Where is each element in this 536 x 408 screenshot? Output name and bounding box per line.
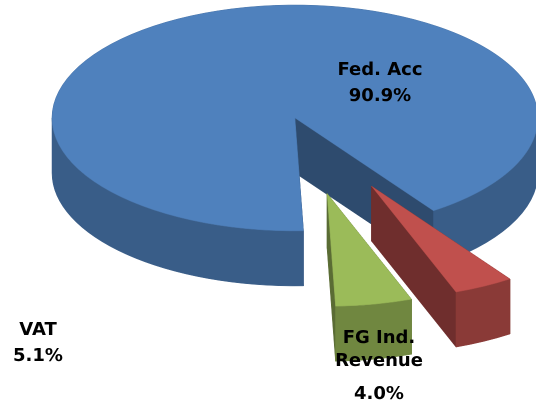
- slice: [326, 192, 413, 307]
- value-label: 4.0%: [354, 383, 404, 404]
- category-label: VAT: [19, 319, 57, 340]
- slice: [51, 4, 536, 232]
- value-label: 5.1%: [13, 345, 63, 366]
- value-label: 90.9%: [348, 85, 412, 106]
- category-label: Fed. Acc: [337, 59, 423, 80]
- slice: [371, 185, 511, 293]
- category-label: FG Ind. Revenue: [335, 327, 423, 371]
